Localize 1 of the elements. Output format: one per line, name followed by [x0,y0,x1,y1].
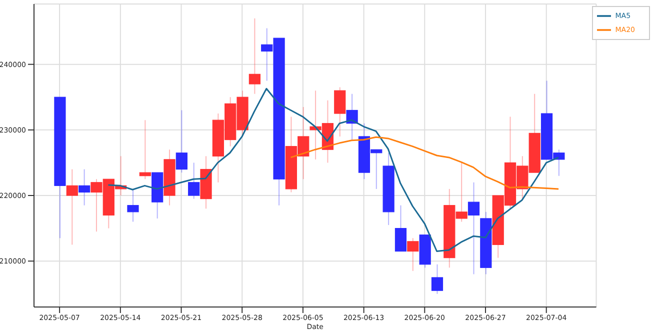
line-series [290,136,560,190]
